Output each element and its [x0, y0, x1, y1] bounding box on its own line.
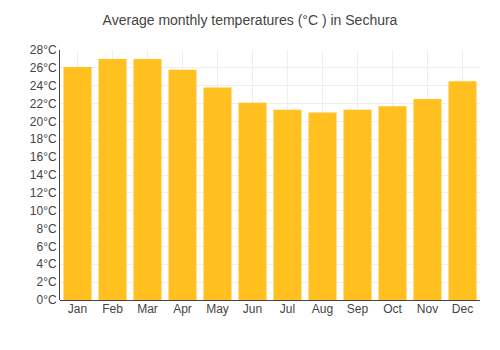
svg-text:Jan: Jan — [68, 302, 87, 316]
svg-text:28°C: 28°C — [30, 43, 57, 57]
svg-text:2°C: 2°C — [36, 275, 56, 289]
svg-text:22°C: 22°C — [30, 97, 57, 111]
svg-text:Sep: Sep — [347, 302, 369, 316]
svg-text:Nov: Nov — [417, 302, 438, 316]
svg-text:12°C: 12°C — [30, 186, 57, 200]
svg-text:10°C: 10°C — [30, 204, 57, 218]
svg-text:Average monthly temperatures (: Average monthly temperatures (°C ) in Se… — [103, 12, 398, 28]
svg-text:24°C: 24°C — [30, 79, 57, 93]
svg-text:26°C: 26°C — [30, 61, 57, 75]
svg-text:Aug: Aug — [312, 302, 333, 316]
svg-text:6°C: 6°C — [36, 240, 56, 254]
svg-text:16°C: 16°C — [30, 150, 57, 164]
svg-text:14°C: 14°C — [30, 168, 57, 182]
svg-text:Mar: Mar — [137, 302, 158, 316]
svg-text:20°C: 20°C — [30, 115, 57, 129]
svg-text:8°C: 8°C — [36, 222, 56, 236]
svg-text:Oct: Oct — [383, 302, 402, 316]
svg-text:Feb: Feb — [102, 302, 123, 316]
svg-text:0°C: 0°C — [36, 293, 56, 307]
svg-text:4°C: 4°C — [36, 257, 56, 271]
svg-text:Jul: Jul — [280, 302, 295, 316]
svg-text:Apr: Apr — [173, 302, 192, 316]
svg-text:Dec: Dec — [452, 302, 473, 316]
svg-text:Jun: Jun — [243, 302, 262, 316]
svg-text:May: May — [206, 302, 229, 316]
svg-text:18°C: 18°C — [30, 132, 57, 146]
